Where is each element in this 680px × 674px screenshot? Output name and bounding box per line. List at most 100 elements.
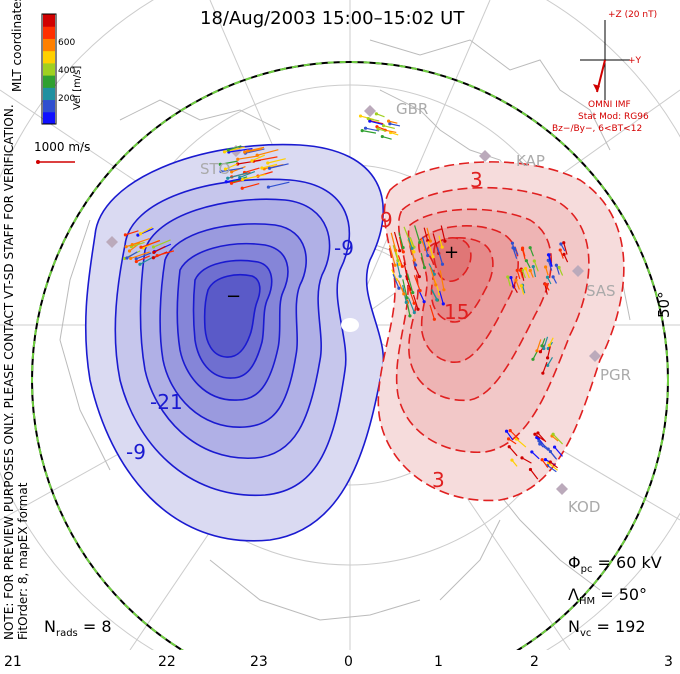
velocity-vector <box>140 240 161 248</box>
velocity-vector-origin <box>396 258 400 263</box>
velocity-vector <box>547 465 557 473</box>
velocity-vector <box>398 236 404 253</box>
velocity-vector <box>397 255 403 267</box>
velocity-vector-origin <box>130 242 134 247</box>
velocity-vector-origin <box>374 112 379 116</box>
velocity-vector <box>408 298 415 313</box>
velocity-vector <box>412 294 419 310</box>
velocity-vector <box>403 262 408 279</box>
vector-count: Nvc = 192 <box>568 617 646 639</box>
velocity-vector <box>521 249 526 260</box>
velocity-vector <box>420 252 426 268</box>
velocity-vector <box>268 181 290 188</box>
velocity-vector <box>439 270 445 290</box>
nvc-symbol: N <box>568 617 580 636</box>
velocity-vector-origin <box>401 250 405 254</box>
imf-condition: Bz−/By−, 6<BT<12 <box>552 124 643 134</box>
velocity-vector-origin <box>418 289 422 293</box>
velocity-vector-origin <box>393 263 397 267</box>
velocity-vector-origin <box>552 445 557 449</box>
velocity-vector <box>239 171 256 178</box>
velocity-vector-origin <box>432 317 436 321</box>
colorbar-segment <box>43 62 55 76</box>
coordinates-label: MLT coordinates <box>10 0 24 92</box>
colorbar-segment <box>43 75 55 88</box>
velocity-vector-origin <box>401 245 405 250</box>
velocity-vector-origin <box>422 266 427 270</box>
velocity-vector-origin <box>545 275 550 279</box>
velocity-vector <box>552 433 564 445</box>
imf-z-label: +Z (20 nT) <box>608 10 658 20</box>
velocity-vector <box>227 172 248 179</box>
velocity-vector <box>225 163 238 170</box>
velocity-vector <box>554 446 563 457</box>
velocity-vector <box>542 361 548 374</box>
velocity-vector-origin <box>402 292 406 296</box>
velocity-vector-origin <box>240 177 245 182</box>
velocity-vector-origin <box>414 263 418 267</box>
fitorder-label: FitOrder: 8, mapEX format <box>16 482 30 640</box>
colorbar-segment <box>43 26 55 39</box>
nvc-sub: vc <box>579 628 592 640</box>
velocity-vector-origin <box>398 249 402 253</box>
mlt-hour-3: 3 <box>664 654 673 670</box>
velocity-vector-origin <box>533 432 537 436</box>
nrads-sub: rads <box>55 628 78 640</box>
velocity-vector-origin <box>506 275 510 279</box>
phi-sub: pc <box>580 564 593 576</box>
radar-count: Nrads = 8 <box>44 617 112 639</box>
velocity-vector-origin <box>138 232 143 236</box>
colorbar-segment <box>43 99 55 113</box>
velocity-vector <box>440 225 446 242</box>
mlt-hour-1: 1 <box>434 654 443 670</box>
velocity-vector-origin <box>224 180 228 184</box>
velocity-vector-origin <box>380 134 384 139</box>
velocity-vector-origin <box>363 126 368 130</box>
velocity-colorbar <box>41 13 57 125</box>
colorbar-tick-600: 600 <box>58 38 76 48</box>
velocity-vector <box>549 451 558 460</box>
velocity-vector <box>153 239 171 248</box>
velocity-vector <box>546 346 551 359</box>
velocity-vector <box>228 145 242 151</box>
velocity-vector-origin <box>531 357 535 361</box>
velocity-vector-origin <box>554 263 558 267</box>
colorbar-label: Vel [m/s] <box>72 65 83 110</box>
velocity-vector-origin <box>443 239 447 243</box>
velocity-vector-origin <box>558 248 562 252</box>
velocity-vector-origin <box>509 275 513 280</box>
velocity-vector-origin <box>426 253 430 258</box>
velocity-vector <box>362 130 377 134</box>
velocity-vector-origin <box>124 245 128 249</box>
velocity-vector <box>408 287 415 304</box>
velocity-vector <box>237 155 260 160</box>
hm-boundary-dash <box>31 61 669 650</box>
velocity-vector-origin <box>368 119 372 123</box>
velocity-vector <box>130 251 150 259</box>
station-kod: KOD <box>568 498 601 516</box>
colorbar-segment <box>43 14 55 27</box>
velocity-vector-origin <box>542 346 546 351</box>
velocity-vector <box>226 178 242 183</box>
velocity-vector <box>547 254 553 267</box>
velocity-vector-origin <box>152 250 156 254</box>
velocity-vector <box>267 158 286 164</box>
velocity-vector-origin <box>151 245 156 249</box>
potential-min-marker: − <box>226 286 242 307</box>
velocity-vector-origin <box>538 350 543 354</box>
velocity-vector <box>429 267 437 286</box>
velocity-vector-origin <box>219 169 223 174</box>
velocity-vector-origin <box>397 262 402 267</box>
velocity-vector-origin <box>544 282 548 286</box>
velocity-vector <box>525 268 530 279</box>
velocity-vector <box>521 457 532 464</box>
velocity-vector-origin <box>418 240 422 244</box>
velocity-vector-origin <box>412 250 416 254</box>
scale-label: 1000 m/s <box>34 140 91 154</box>
map-title: 18/Aug/2003 15:00–15:02 UT <box>200 8 465 29</box>
velocity-vector <box>261 163 278 169</box>
station-markers <box>106 105 601 495</box>
velocity-vector-origin <box>528 268 532 273</box>
velocity-vector-origin <box>432 272 436 276</box>
velocity-vector <box>390 232 397 251</box>
